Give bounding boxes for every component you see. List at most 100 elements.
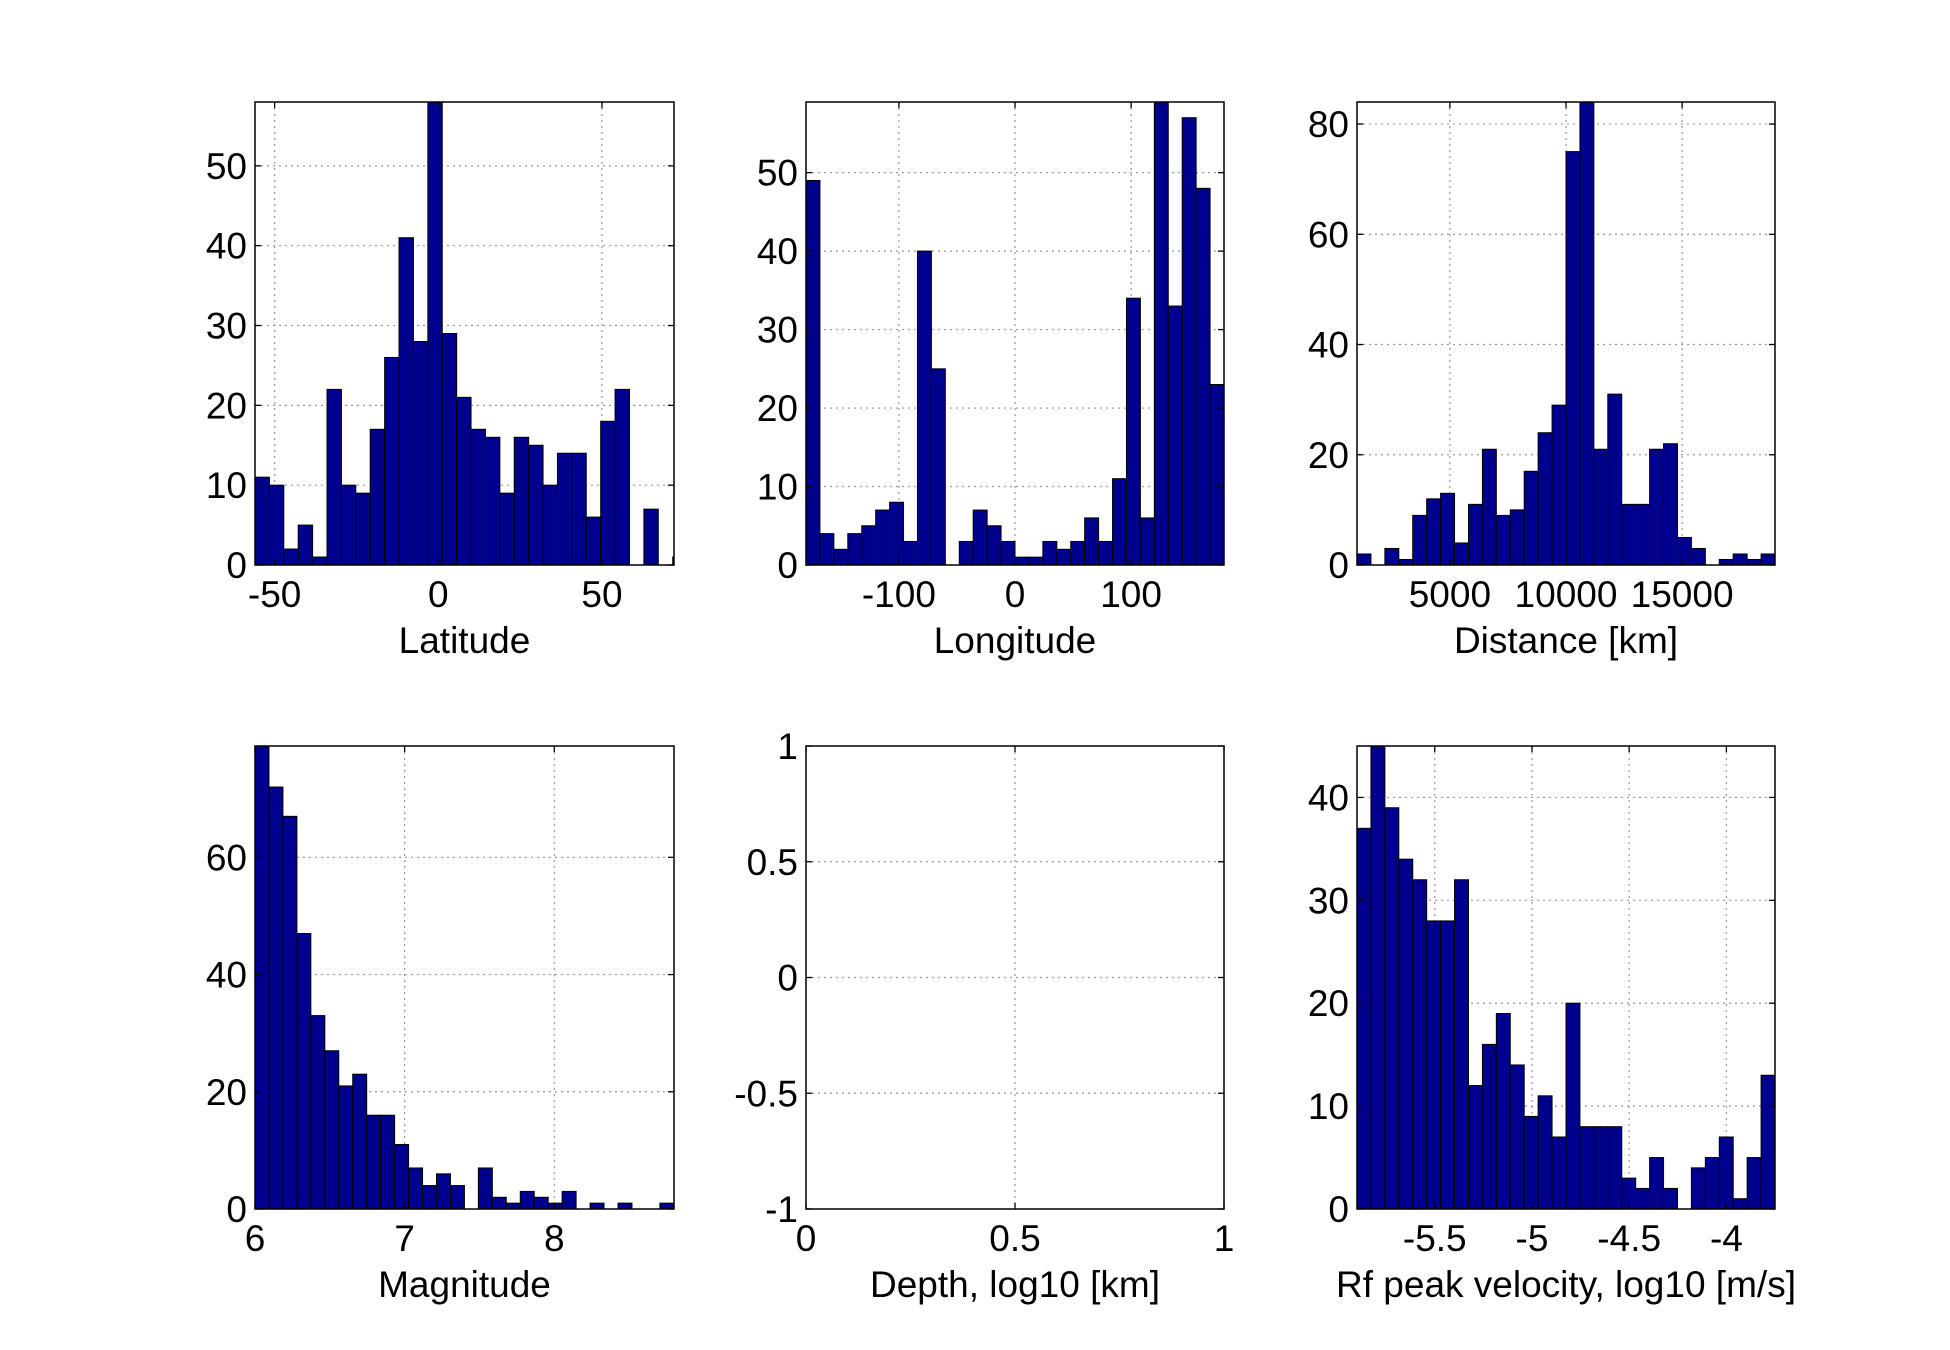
histogram-panel-5: 0 0.5 1 -1 -0.5 0 0.5 1 Depth, log10 [km] <box>734 726 1234 1305</box>
histogram-bar <box>268 786 284 1210</box>
histogram-bar <box>861 525 877 566</box>
histogram-bar <box>1760 1074 1776 1210</box>
histogram-panel-3: 5000 10000 15000 0 20 40 60 80 Distance [km] <box>1308 101 1776 661</box>
histogram-bar <box>1070 540 1086 566</box>
y-tick-label: 50 <box>757 153 798 194</box>
y-tick-label: 10 <box>1308 1086 1349 1127</box>
histogram-bar <box>833 548 849 566</box>
histogram-bar <box>1690 547 1706 566</box>
histogram-bar <box>1370 745 1386 1210</box>
y-tick-label: 40 <box>206 955 247 996</box>
histogram-bar <box>1523 470 1539 566</box>
histogram-bar <box>1635 1187 1651 1210</box>
y-tick-label: 0 <box>226 1189 247 1230</box>
histogram-bar <box>875 509 891 566</box>
y-tick-label: 60 <box>206 837 247 878</box>
histogram-bar <box>1621 503 1637 566</box>
y-tick-label: 40 <box>757 231 798 272</box>
histogram-panel-2: -100 0 100 0 10 20 30 40 50 Longitude <box>757 101 1225 661</box>
histogram-bar <box>1593 1126 1609 1210</box>
histogram-bar <box>547 1202 563 1210</box>
histogram-bar <box>1426 920 1442 1210</box>
histogram-bar <box>297 524 314 566</box>
histogram-bar <box>903 540 918 566</box>
histogram-bar <box>312 556 328 566</box>
histogram-bar <box>1663 443 1678 566</box>
histogram-bar <box>394 1144 410 1210</box>
histogram-bar <box>1356 827 1372 1210</box>
histogram-bar <box>513 436 530 566</box>
histogram-bar <box>369 428 386 566</box>
histogram-bar <box>352 1073 368 1210</box>
histogram-bar <box>1579 101 1595 566</box>
histogram-bar <box>326 388 342 566</box>
histogram-bar <box>491 1196 507 1210</box>
histogram-bar <box>1607 393 1623 566</box>
histogram-bar <box>1153 101 1169 566</box>
histogram-bar <box>1746 1157 1762 1210</box>
histogram-bar <box>1718 558 1734 566</box>
histogram-bar <box>1398 858 1414 1210</box>
histogram-bar <box>1509 509 1525 566</box>
histogram-bar <box>456 396 472 566</box>
histogram-bar <box>1384 547 1400 566</box>
histogram-panel-6: -5.5 -5 -4.5 -4 0 10 20 30 40 Rf peak velocity, l… <box>1308 745 1796 1305</box>
histogram-bar <box>1523 1115 1539 1210</box>
x-tick-label: 0.5 <box>989 1218 1040 1259</box>
histogram-bar <box>1676 536 1692 566</box>
histogram-bar <box>958 540 974 566</box>
x-axis-label: Distance [km] <box>1454 620 1678 661</box>
histogram-bar <box>1125 297 1141 566</box>
histogram-bar <box>338 1085 354 1210</box>
histogram-bar <box>589 1202 605 1210</box>
histogram-bar <box>916 250 932 566</box>
histogram-bar <box>556 452 573 566</box>
histogram-bar <box>1481 448 1497 566</box>
histogram-bar <box>1593 448 1609 566</box>
x-axis-label: Rf peak velocity, log10 [m/s] <box>1336 1264 1796 1305</box>
histogram-bar <box>427 101 443 566</box>
histogram-bar <box>1440 920 1456 1210</box>
histogram-bar <box>499 492 515 566</box>
histogram-bar <box>600 420 616 566</box>
histogram-bar <box>1649 1157 1665 1210</box>
histogram-bar <box>1098 540 1114 566</box>
axes-box <box>254 745 675 1210</box>
histogram-bar <box>1356 553 1372 566</box>
histogram-bar <box>282 815 298 1210</box>
histogram-bar <box>1412 514 1428 566</box>
histogram-bar <box>422 1185 438 1210</box>
histogram-bar <box>380 1114 396 1210</box>
histogram-bar <box>1467 1085 1483 1210</box>
x-axis-label: Magnitude <box>378 1264 551 1305</box>
histogram-bar <box>296 933 312 1210</box>
histogram-bar <box>542 484 558 566</box>
y-tick-label: 10 <box>206 465 247 506</box>
x-tick-label: 6 <box>245 1218 266 1259</box>
histogram-bar <box>1426 498 1442 566</box>
histogram-bar <box>1649 448 1665 566</box>
histogram-bar <box>254 745 270 1210</box>
histogram-bar <box>805 179 821 566</box>
histogram-bar <box>324 1050 340 1210</box>
histogram-bar <box>643 508 659 566</box>
x-tick-label: 15000 <box>1631 574 1734 615</box>
y-tick-label: 40 <box>1308 325 1349 366</box>
y-tick-label: 20 <box>1308 983 1349 1024</box>
x-tick-label: -4.5 <box>1597 1218 1661 1259</box>
histogram-bar <box>571 452 587 566</box>
histogram-bar <box>310 1015 326 1210</box>
histogram-bar <box>1551 404 1567 566</box>
histogram-bar <box>561 1190 577 1210</box>
histogram-bar <box>819 533 835 566</box>
y-tick-label: 0 <box>1328 545 1349 586</box>
histogram-bar <box>1167 305 1183 566</box>
y-tick-label: 20 <box>206 1072 247 1113</box>
x-axis-label: Depth, log10 [km] <box>870 1264 1160 1305</box>
histogram-bar <box>1718 1136 1734 1210</box>
histogram-bar <box>1440 492 1456 566</box>
histogram-bar <box>484 436 501 566</box>
histogram-bar <box>254 476 270 566</box>
